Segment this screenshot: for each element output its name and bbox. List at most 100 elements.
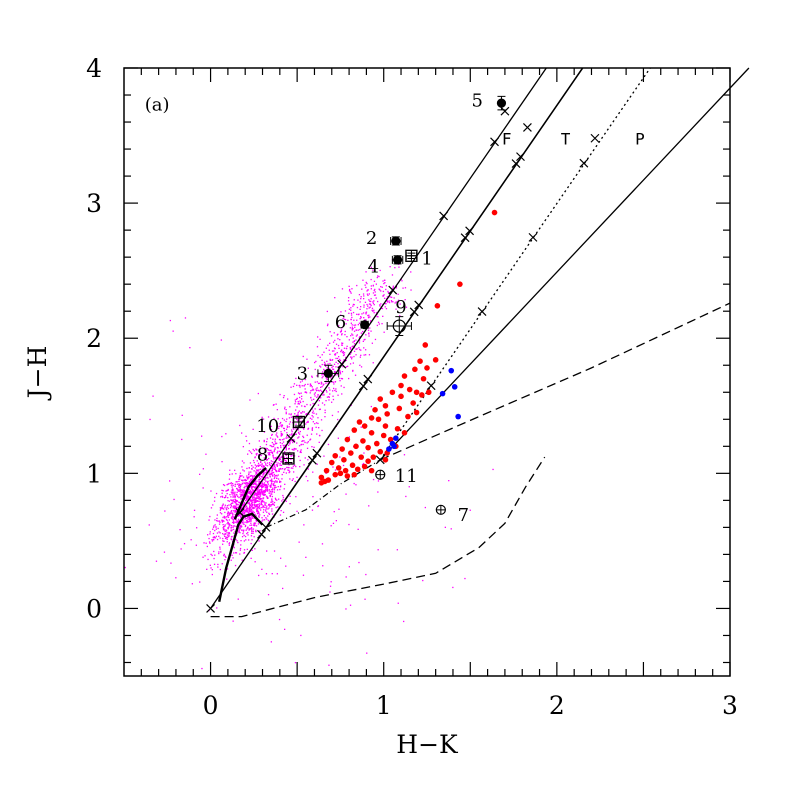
field-star-point xyxy=(290,440,292,442)
field-star-point xyxy=(343,352,346,354)
red-source-point xyxy=(375,416,382,423)
field-star-point xyxy=(214,524,216,526)
field-star-point xyxy=(273,458,275,460)
field-star-point xyxy=(370,304,372,307)
field-star-point xyxy=(340,314,342,316)
field-star-point xyxy=(320,397,322,399)
field-star-point xyxy=(276,464,278,467)
field-star-point xyxy=(248,477,250,479)
field-star-point xyxy=(257,503,259,506)
field-star-point xyxy=(350,352,352,354)
field-star-point xyxy=(241,482,244,484)
field-star-point xyxy=(321,377,323,379)
field-star-point xyxy=(245,480,247,482)
extinction-tick-mark xyxy=(388,285,398,295)
field-star-point xyxy=(214,529,216,532)
field-star-point xyxy=(244,490,246,492)
field-star-point xyxy=(261,493,263,495)
field-star-point xyxy=(245,539,247,541)
field-star-point xyxy=(257,511,260,513)
field-star-point xyxy=(269,485,271,487)
field-star-point xyxy=(320,386,322,388)
field-star-point xyxy=(324,411,326,414)
field-star-point xyxy=(258,476,261,478)
field-star-point xyxy=(243,529,245,531)
field-star-point xyxy=(252,476,254,478)
field-star-point xyxy=(253,507,255,509)
field-star-point xyxy=(290,455,293,457)
field-star-point xyxy=(239,528,241,530)
field-star-point xyxy=(349,604,352,606)
field-star-point xyxy=(370,278,372,281)
field-star-point xyxy=(319,389,322,391)
field-star-point xyxy=(250,527,252,530)
field-star-point xyxy=(367,314,369,317)
field-star-point xyxy=(227,483,229,485)
field-star-point xyxy=(229,512,231,514)
field-star-point xyxy=(216,514,218,516)
field-star-point xyxy=(369,320,372,322)
field-star-point xyxy=(297,413,299,415)
field-star-point xyxy=(246,509,249,511)
field-star-point xyxy=(391,288,394,290)
field-star-point xyxy=(211,539,213,541)
field-star-point xyxy=(258,512,260,514)
field-star-point xyxy=(245,510,247,512)
field-star-point xyxy=(271,478,273,480)
field-star-point xyxy=(295,496,297,498)
field-star-point xyxy=(259,489,261,492)
field-star-point xyxy=(328,396,330,398)
field-star-point xyxy=(256,510,258,512)
field-star-point xyxy=(271,451,274,454)
field-star-point xyxy=(243,502,246,504)
field-star-point xyxy=(323,369,326,372)
field-star-point xyxy=(380,286,382,288)
field-star-point xyxy=(277,436,279,438)
field-star-point xyxy=(271,495,273,498)
field-star-point xyxy=(328,664,330,666)
labeled-source-8: 8 xyxy=(257,444,295,465)
field-star-point xyxy=(246,482,248,484)
field-star-point xyxy=(276,409,278,411)
field-star-point xyxy=(250,490,252,492)
field-star-point xyxy=(265,458,267,460)
field-star-point xyxy=(356,306,359,309)
field-star-point xyxy=(375,283,377,285)
field-star-point xyxy=(275,506,277,509)
field-star-point xyxy=(320,366,322,368)
blue-source-point xyxy=(439,390,446,397)
field-star-point xyxy=(184,317,187,319)
field-star-point xyxy=(257,507,259,509)
field-star-point xyxy=(256,513,259,515)
field-star-point xyxy=(255,485,257,487)
field-star-point xyxy=(236,488,238,490)
field-star-point xyxy=(396,549,398,551)
field-star-point xyxy=(278,469,280,471)
field-star-point xyxy=(342,354,345,357)
field-star-point xyxy=(214,537,217,539)
field-star-point xyxy=(354,374,357,376)
field-star-point xyxy=(264,450,266,452)
field-star-point xyxy=(341,288,344,290)
field-star-point xyxy=(373,294,376,296)
field-star-point xyxy=(289,442,291,444)
field-star-point xyxy=(300,420,302,422)
field-star-point xyxy=(336,374,338,376)
field-star-point xyxy=(277,470,279,472)
field-star-point xyxy=(217,527,219,530)
field-star-point xyxy=(251,501,254,503)
field-star-point xyxy=(224,559,226,561)
field-star-point xyxy=(244,496,247,498)
field-star-point xyxy=(333,370,336,373)
field-star-point xyxy=(280,446,282,449)
field-star-point xyxy=(297,392,300,394)
field-star-point xyxy=(293,383,296,385)
field-star-point xyxy=(342,464,345,467)
field-star-point xyxy=(367,305,369,307)
field-star-point xyxy=(216,517,218,520)
field-star-point xyxy=(219,532,221,534)
field-star-point xyxy=(287,444,290,446)
blue-source-point xyxy=(451,384,458,390)
field-star-point xyxy=(289,471,291,473)
field-star-point xyxy=(261,486,264,488)
